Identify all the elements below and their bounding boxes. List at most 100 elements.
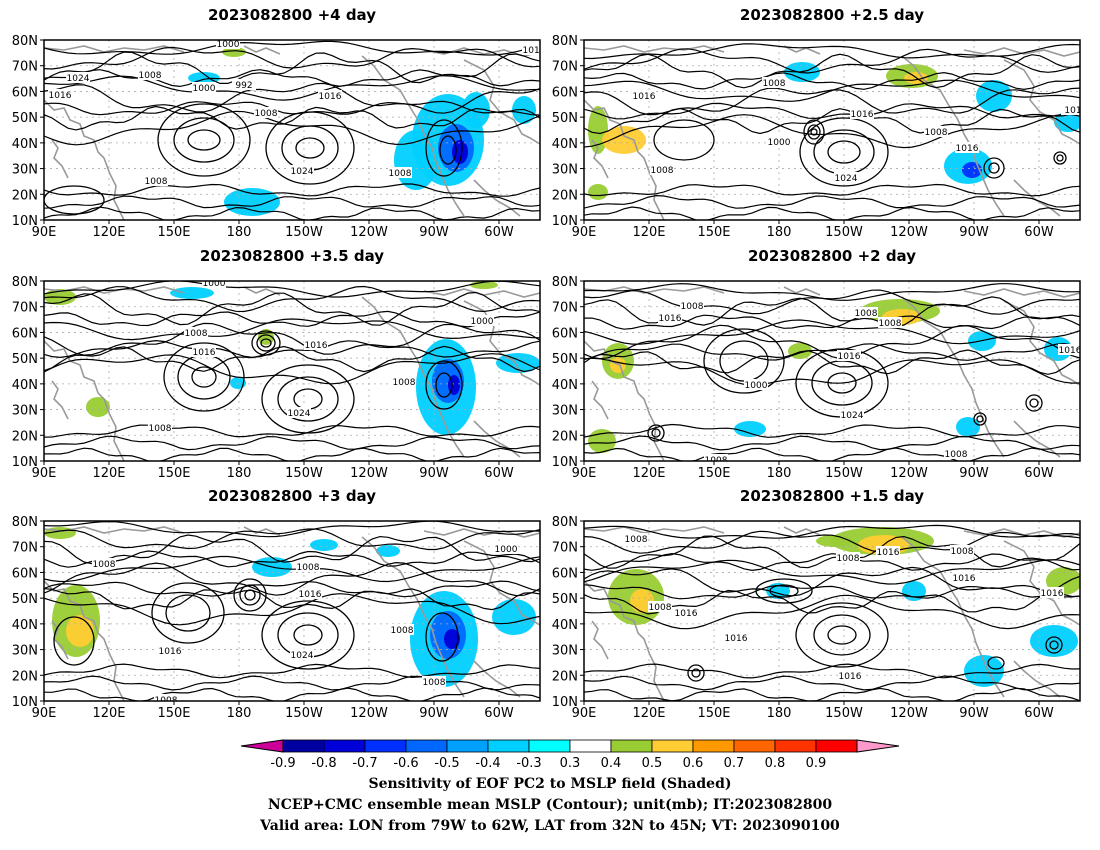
coastline: [584, 526, 725, 534]
coastline: [51, 380, 69, 420]
lat-tick-label: 20N: [12, 188, 38, 203]
lon-tick-label: 60W: [484, 466, 514, 481]
contour-label: 1008: [837, 554, 860, 564]
contour-label: 1008: [763, 79, 786, 89]
contour-label: 1008: [391, 626, 414, 636]
mslp-contour: [584, 357, 1080, 386]
mslp-contour: [584, 675, 1080, 691]
colorbar-tick-label: 0.5: [642, 756, 663, 771]
lat-tick-label: 60N: [12, 566, 38, 581]
mslp-contour: [44, 580, 540, 598]
map-panel: 1000 1008 1016 1016 1000 1008 1024 1008 80N 70N 60…: [12, 275, 541, 481]
colorbar-low-extend: [240, 739, 284, 753]
contour-label: 1016: [953, 574, 976, 584]
contour-label: 1016: [675, 609, 698, 619]
colorbar-tick-label: 0.6: [683, 756, 704, 771]
colorbar: -0.9 -0.8 -0.7 -0.6 -0.5 -0.4 -0.3 0.3 0.4 0.5 0.6…: [240, 739, 900, 771]
sensitivity-shading: [816, 535, 852, 547]
mslp-contour: [584, 530, 1080, 554]
map-panel: 1000 1024 1016 1008 992 1000 1008 1016 1016 1024 1…: [12, 34, 546, 240]
mslp-closed-contour: [293, 624, 323, 646]
contour-label: 1016: [633, 92, 656, 102]
lon-tick-label: 180: [767, 706, 792, 721]
mslp-closed-contour: [810, 128, 818, 136]
mslp-closed-contour: [1053, 151, 1067, 165]
coastline: [51, 139, 69, 179]
mslp-closed-contour: [435, 372, 453, 398]
contour-label: 1016: [725, 634, 748, 644]
mslp-closed-contour: [165, 594, 211, 632]
mslp-closed-contour: [439, 135, 457, 165]
map-frame: [583, 39, 1081, 221]
contour-label: 1008: [297, 563, 320, 573]
sensitivity-shading: [86, 397, 110, 417]
contour-label: 1016: [523, 46, 546, 56]
map-frame: [43, 39, 541, 221]
coastline: [584, 45, 725, 53]
mslp-closed-contour: [983, 157, 1005, 179]
mslp-contour: [584, 87, 1080, 116]
lat-tick-label: 60N: [12, 85, 38, 100]
panel-title: 2023082800 +3.5 day: [199, 247, 385, 265]
mslp-contour: [584, 435, 1080, 451]
lon-tick-label: 90W: [959, 225, 989, 240]
lat-tick-label: 10N: [552, 695, 578, 710]
colorbar-tick-label: 0.7: [724, 756, 745, 771]
colorbar-tick-label: 0.9: [806, 756, 827, 771]
mslp-contour: [44, 82, 540, 114]
colorbar-tick-label: -0.4: [475, 756, 500, 771]
mslp-contour: [44, 105, 540, 131]
contour-label: 1016: [319, 92, 342, 102]
sensitivity-shading: [602, 126, 646, 154]
mslp-contour: [44, 110, 540, 146]
colorbar-tick-label: 0.4: [601, 756, 622, 771]
contour-label: 1008: [651, 166, 674, 176]
mslp-closed-contour: [691, 668, 701, 678]
lat-tick-label: 30N: [12, 404, 38, 419]
sensitivity-shading: [1054, 112, 1080, 132]
colorbar-tick-label: -0.3: [516, 756, 541, 771]
contour-label: 1000: [745, 381, 768, 391]
mslp-closed-contour: [1029, 398, 1039, 408]
mslp-contour: [584, 594, 1080, 630]
contour-label: 1008: [93, 560, 116, 570]
mslp-contour: [44, 100, 540, 116]
contour-label: 1024: [67, 74, 90, 84]
lat-tick-label: 10N: [12, 455, 38, 470]
mslp-closed-contour: [173, 117, 235, 163]
lat-tick-label: 50N: [12, 352, 38, 367]
mslp-closed-contour: [813, 614, 871, 656]
contour-label: 1008: [649, 603, 672, 613]
panel-title: 2023082800 +2.5 day: [739, 6, 925, 24]
footer-line-1: Sensitivity of EOF PC2 to MSLP field (Sh…: [368, 776, 732, 792]
mslp-contour: [44, 687, 540, 701]
lon-tick-label: 90E: [572, 466, 597, 481]
lat-tick-label: 40N: [12, 137, 38, 152]
mslp-contour: [44, 675, 540, 691]
lon-tick-label: 120E: [632, 706, 665, 721]
coastline: [44, 99, 125, 220]
mslp-contour: [584, 524, 1080, 539]
mslp-contour: [584, 447, 1080, 461]
lon-tick-label: 60W: [484, 706, 514, 721]
contour-label: 1016: [956, 144, 979, 154]
mslp-contour: [584, 206, 1080, 220]
mslp-closed-contour: [827, 372, 857, 394]
colorbar-segment: [446, 739, 489, 753]
contour-label: 1000: [203, 279, 226, 289]
mslp-closed-contour: [293, 388, 323, 410]
lat-tick-label: 50N: [12, 111, 38, 126]
mslp-closed-contour: [755, 578, 813, 604]
mslp-closed-contour: [769, 584, 799, 598]
mslp-contour: [44, 435, 540, 451]
contour-label: 1008: [879, 319, 902, 329]
colorbar-segment: [569, 739, 612, 753]
sensitivity-shading: [310, 539, 338, 551]
mslp-closed-contour: [803, 119, 825, 145]
lat-tick-label: 10N: [12, 695, 38, 710]
contour-label: 1000: [768, 138, 791, 148]
lat-tick-label: 40N: [12, 378, 38, 393]
contour-label: 1008: [925, 128, 948, 138]
colorbar-segment: [774, 739, 817, 753]
